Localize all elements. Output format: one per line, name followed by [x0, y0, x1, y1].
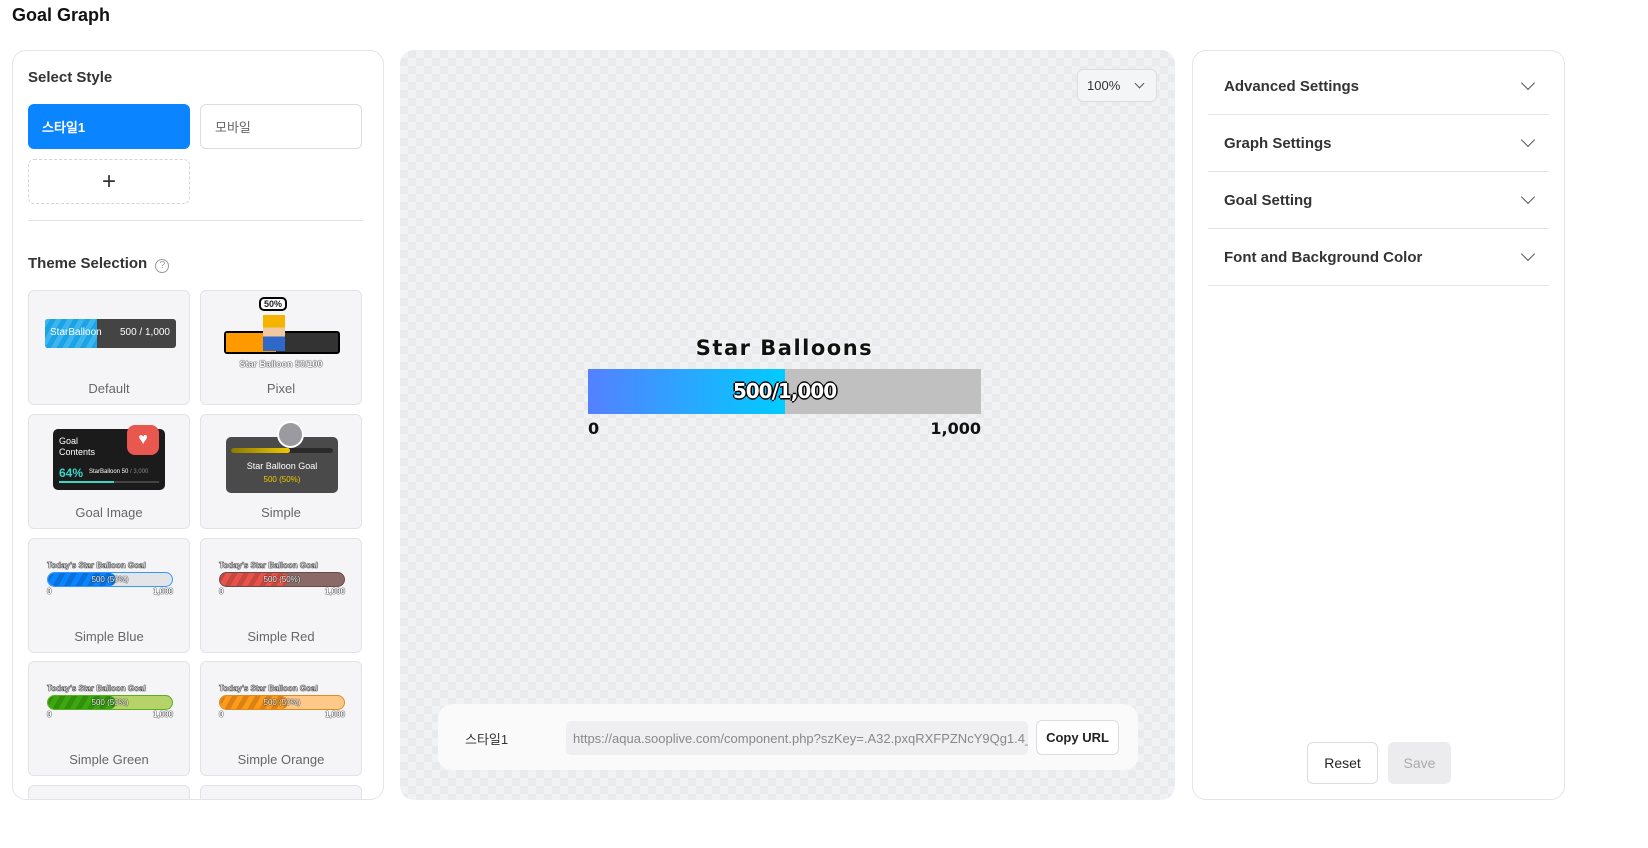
- chevron-down-icon: [1134, 78, 1145, 89]
- theme-card-simple-blue[interactable]: Today's Star Balloon Goal 500 (50%) 0 1,0…: [28, 538, 190, 653]
- goal-bar-fill: [588, 369, 785, 414]
- preview-title: Today's Star Balloon Goal: [47, 561, 146, 570]
- section-label: Font and Background Color: [1224, 248, 1423, 266]
- goal-title1: Goal: [59, 436, 79, 446]
- pixel-badge: 50%: [259, 297, 288, 311]
- graph-title: Star Balloons: [695, 336, 874, 360]
- theme-label: Goal Image: [75, 505, 143, 520]
- theme-card-default[interactable]: StarBalloon 500 / 1,000 Default: [28, 290, 190, 405]
- theme-label: Pixel: [266, 381, 296, 396]
- preview-value: 500 (50%): [91, 698, 129, 707]
- section-label: Advanced Settings: [1224, 77, 1360, 95]
- theme-card-goal-image[interactable]: Goal Contents 64% StarBalloon 50 / 3,000…: [28, 414, 190, 529]
- divider: [28, 220, 363, 221]
- theme-label: Simple Blue: [74, 629, 144, 644]
- heart-icon: ♥: [127, 425, 159, 455]
- theme-selection-label: Theme Selection: [28, 255, 148, 272]
- theme-label: Default: [88, 381, 130, 396]
- preview-min: 0: [47, 710, 52, 719]
- preview-title: Today's Star Balloon Goal: [219, 561, 318, 570]
- page-title: Goal Graph: [12, 5, 111, 25]
- section-label: Graph Settings: [1224, 134, 1332, 152]
- help-icon[interactable]: ?: [155, 259, 170, 273]
- goal-bar-value: 500/1,000: [732, 379, 837, 403]
- reset-button[interactable]: Reset: [1307, 742, 1378, 784]
- settings-panel: Advanced Settings Graph Settings Goal Se…: [1192, 50, 1565, 800]
- add-style-button[interactable]: +: [28, 159, 190, 204]
- url-style-name: 스타일1: [465, 732, 509, 747]
- section-graph-settings[interactable]: Graph Settings: [1208, 115, 1549, 172]
- pixel-text: Star Balloon 50/100: [239, 359, 323, 369]
- theme-card-simple[interactable]: Star Balloon Goal 500 (50%) Simple: [200, 414, 362, 529]
- preview-value: 500 (50%): [263, 698, 301, 707]
- theme-card-simple-red[interactable]: Today's Star Balloon Goal 500 (50%) 0 1,0…: [200, 538, 362, 653]
- avatar-icon: [277, 421, 304, 448]
- goal-bar-track: 500/1,000: [588, 369, 981, 414]
- url-field[interactable]: https://aqua.sooplive.com/component.php?…: [566, 721, 1028, 755]
- preview-value: 500 / 1,000: [119, 327, 170, 338]
- chevron-down-icon: [1520, 75, 1536, 91]
- theme-selection-heading: Theme Selection ?: [28, 255, 170, 273]
- default-preview: StarBalloon 500 / 1,000: [45, 319, 176, 348]
- theme-label: Simple Orange: [237, 752, 325, 767]
- theme-card-simple-orange[interactable]: Today's Star Balloon Goal 500 (50%) 0 1,0…: [200, 661, 362, 776]
- zoom-value: 100%: [1087, 78, 1121, 93]
- zoom-select[interactable]: 100%: [1077, 69, 1157, 102]
- goal-title2: Contents: [59, 447, 96, 457]
- goal-image-preview: Goal Contents 64% StarBalloon 50 / 3,000…: [53, 425, 165, 490]
- theme-label: Simple Red: [247, 629, 315, 644]
- url-bar: 스타일1 https://aqua.sooplive.com/component…: [438, 704, 1138, 770]
- theme-card-pixel[interactable]: 50% Star Balloon 50/100 Pixel: [200, 290, 362, 405]
- preview-max: 1,000: [152, 710, 173, 719]
- preview-min: 0: [219, 710, 224, 719]
- goal-current: StarBalloon 50: [89, 469, 129, 475]
- section-label: Goal Setting: [1224, 191, 1313, 209]
- preview-title: Today's Star Balloon Goal: [219, 684, 318, 693]
- goal-pct: 64%: [59, 466, 84, 480]
- select-style-heading: Select Style: [28, 69, 113, 86]
- style-button-style1[interactable]: 스타일1: [28, 104, 190, 149]
- chevron-down-icon: [1520, 246, 1536, 262]
- save-button[interactable]: Save: [1388, 742, 1451, 784]
- preview-value: 500 (50%): [263, 575, 301, 584]
- copy-url-button[interactable]: Copy URL: [1036, 720, 1119, 755]
- chevron-down-icon: [1520, 132, 1536, 148]
- theme-label: Simple Green: [69, 752, 149, 767]
- preview-canvas: 100% Star Balloons 500/1,000 0 1,000 스타일…: [400, 50, 1175, 800]
- section-advanced-settings[interactable]: Advanced Settings: [1208, 58, 1549, 115]
- preview-value: 500 (50%): [91, 575, 129, 584]
- pixel-miner-icon: [263, 315, 285, 351]
- theme-card[interactable]: [28, 785, 190, 799]
- section-font-background-color[interactable]: Font and Background Color: [1208, 229, 1549, 286]
- theme-card[interactable]: [200, 785, 362, 799]
- theme-label: Simple: [261, 505, 301, 520]
- preview-min: 0: [219, 587, 224, 596]
- simple-preview: Star Balloon Goal 500 (50%): [226, 437, 338, 493]
- preview-title: Today's Star Balloon Goal: [47, 684, 146, 693]
- goal-min-label: 0: [588, 419, 600, 438]
- preview-max: 1,000: [152, 587, 173, 596]
- chevron-down-icon: [1520, 189, 1536, 205]
- theme-card-simple-green[interactable]: Today's Star Balloon Goal 500 (50%) 0 1,0…: [28, 661, 190, 776]
- style-panel: Select Style 스타일1 모바일 + Theme Selection …: [12, 50, 384, 800]
- preview-name: StarBalloon: [50, 327, 102, 338]
- simple-title: Star Balloon Goal: [246, 461, 318, 471]
- goal-max-label: 1,000: [930, 419, 981, 438]
- preview-max: 1,000: [324, 587, 345, 596]
- simple-value: 500 (50%): [263, 475, 301, 484]
- style-button-mobile[interactable]: 모바일: [200, 104, 362, 149]
- preview-min: 0: [47, 587, 52, 596]
- section-goal-setting[interactable]: Goal Setting: [1208, 172, 1549, 229]
- goal-total: / 3,000: [130, 469, 149, 475]
- preview-max: 1,000: [324, 710, 345, 719]
